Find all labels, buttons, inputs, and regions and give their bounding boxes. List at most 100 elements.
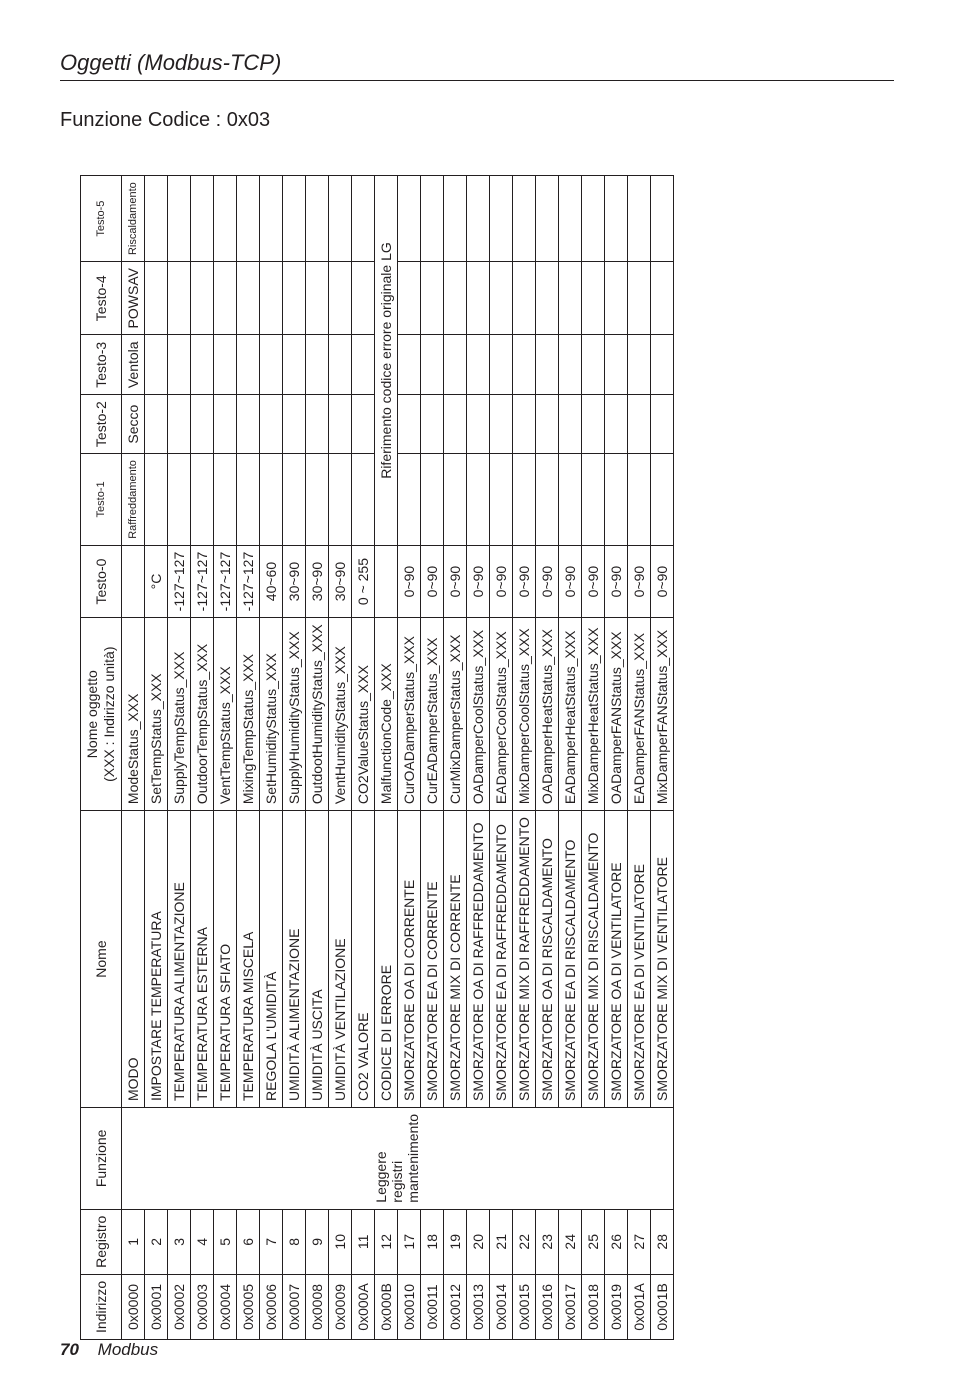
th-oggetto-line2: (XXX : Indirizzo unità) [101, 624, 118, 804]
th-testo0: Testo-0 [81, 545, 122, 618]
cell-oggetto: MalfunctionCode_XXX [374, 618, 397, 811]
cell-registro: 3 [167, 1209, 190, 1274]
cell-indirizzo: 0x0007 [282, 1274, 305, 1339]
cell-testo3 [650, 335, 673, 395]
cell-registro: 27 [627, 1209, 650, 1274]
cell-testo2 [466, 395, 489, 454]
cell-indirizzo: 0x0008 [305, 1274, 328, 1339]
cell-testo3 [512, 335, 535, 395]
cell-indirizzo: 0x0000 [121, 1274, 144, 1339]
cell-nome: SMORZATORE MIX DI RAFFREDDAMENTO [512, 811, 535, 1108]
cell-indirizzo: 0x0010 [397, 1274, 420, 1339]
cell-testo2 [305, 395, 328, 454]
page: Oggetti (Modbus-TCP) Funzione Codice : 0… [0, 0, 954, 1400]
cell-testo0: -127~127 [236, 545, 259, 618]
cell-indirizzo: 0x0017 [558, 1274, 581, 1339]
cell-testo4 [420, 262, 443, 335]
cell-nome: SMORZATORE EA DI RISCALDAMENTO [558, 811, 581, 1108]
cell-oggetto: MixingTempStatus_XXX [236, 618, 259, 811]
cell-testo0: 40~60 [259, 545, 282, 618]
cell-testo0: 0~90 [650, 545, 673, 618]
cell-testo0: 30~90 [305, 545, 328, 618]
page-header: Oggetti (Modbus-TCP) [60, 50, 894, 81]
cell-oggetto: MixDamperCoolStatus_XXX [512, 618, 535, 811]
cell-oggetto: EADamperHeatStatus_XXX [558, 618, 581, 811]
cell-nome: UMIDITÀ VENTILAZIONE [328, 811, 351, 1108]
cell-oggetto: CO2ValueStatus_XXX [351, 618, 374, 811]
cell-testo1 [213, 454, 236, 546]
cell-testo5 [305, 176, 328, 262]
table-row: 0x00001Leggere registri mantenimentoMODO… [121, 176, 144, 1340]
cell-nome: TEMPERATURA SFIATO [213, 811, 236, 1108]
cell-oggetto: VentHumidityStatus_XXX [328, 618, 351, 811]
cell-testo0: 0~90 [512, 545, 535, 618]
cell-testo4 [627, 262, 650, 335]
cell-testo5 [558, 176, 581, 262]
cell-testo0: 0~90 [397, 545, 420, 618]
th-testo2: Testo-2 [81, 395, 122, 454]
cell-testo2 [144, 395, 167, 454]
cell-testo4 [213, 262, 236, 335]
cell-testo5 [489, 176, 512, 262]
cell-testo2 [397, 395, 420, 454]
cell-indirizzo: 0x0015 [512, 1274, 535, 1339]
cell-testo4 [650, 262, 673, 335]
cell-nome: SMORZATORE MIX DI CORRENTE [443, 811, 466, 1108]
th-testo5: Testo-5 [81, 176, 122, 262]
cell-registro: 28 [650, 1209, 673, 1274]
cell-indirizzo: 0x000B [374, 1274, 397, 1339]
section-title: Funzione Codice : 0x03 [60, 109, 894, 132]
cell-nome: SMORZATORE OA DI CORRENTE [397, 811, 420, 1108]
cell-testo1 [627, 454, 650, 546]
cell-testo1 [420, 454, 443, 546]
cell-testo1: Raffreddamento [121, 454, 144, 546]
cell-indirizzo: 0x001B [650, 1274, 673, 1339]
cell-registro: 19 [443, 1209, 466, 1274]
th-oggetto: Nome oggetto (XXX : Indirizzo unità) [81, 618, 122, 811]
cell-testo0: 0 ~ 255 [351, 545, 374, 618]
cell-registro: 20 [466, 1209, 489, 1274]
cell-testo1 [351, 454, 374, 546]
cell-testo5 [466, 176, 489, 262]
cell-oggetto: EADamperFANStatus_XXX [627, 618, 650, 811]
cell-testo3: Ventola [121, 335, 144, 395]
cell-testo3 [259, 335, 282, 395]
cell-testo0: 30~90 [328, 545, 351, 618]
th-registro: Registro [81, 1209, 122, 1274]
cell-nome: REGOLA L'UMIDITÀ [259, 811, 282, 1108]
cell-registro: 23 [535, 1209, 558, 1274]
cell-indirizzo: 0x0019 [604, 1274, 627, 1339]
th-testo3: Testo-3 [81, 335, 122, 395]
cell-nome: TEMPERATURA MISCELA [236, 811, 259, 1108]
cell-testo0 [374, 545, 397, 618]
cell-testo4 [604, 262, 627, 335]
cell-testo5 [282, 176, 305, 262]
cell-testo3 [420, 335, 443, 395]
cell-testo1 [581, 454, 604, 546]
page-footer: 70 Modbus [60, 1340, 158, 1360]
modbus-table: Indirizzo Registro Funzione Nome Nome og… [80, 175, 674, 1340]
cell-nome: SMORZATORE OA DI VENTILATORE [604, 811, 627, 1108]
cell-registro: 21 [489, 1209, 512, 1274]
cell-nome: SMORZATORE MIX DI VENTILATORE [650, 811, 673, 1108]
cell-testo3 [213, 335, 236, 395]
cell-indirizzo: 0x0004 [213, 1274, 236, 1339]
cell-testo5 [144, 176, 167, 262]
cell-testo3 [489, 335, 512, 395]
cell-nome: SMORZATORE MIX DI RISCALDAMENTO [581, 811, 604, 1108]
cell-oggetto: CurOADamperStatus_XXX [397, 618, 420, 811]
cell-testo3 [443, 335, 466, 395]
cell-registro: 26 [604, 1209, 627, 1274]
cell-testo2 [236, 395, 259, 454]
cell-testo0: 0~90 [604, 545, 627, 618]
cell-testo3 [535, 335, 558, 395]
cell-indirizzo: 0x0006 [259, 1274, 282, 1339]
cell-testo4 [558, 262, 581, 335]
cell-oggetto: OADamperHeatStatus_XXX [535, 618, 558, 811]
cell-registro: 24 [558, 1209, 581, 1274]
cell-oggetto: SetTempStatus_XXX [144, 618, 167, 811]
cell-registro: 2 [144, 1209, 167, 1274]
cell-testo2 [489, 395, 512, 454]
cell-testo2 [604, 395, 627, 454]
cell-testo2 [581, 395, 604, 454]
